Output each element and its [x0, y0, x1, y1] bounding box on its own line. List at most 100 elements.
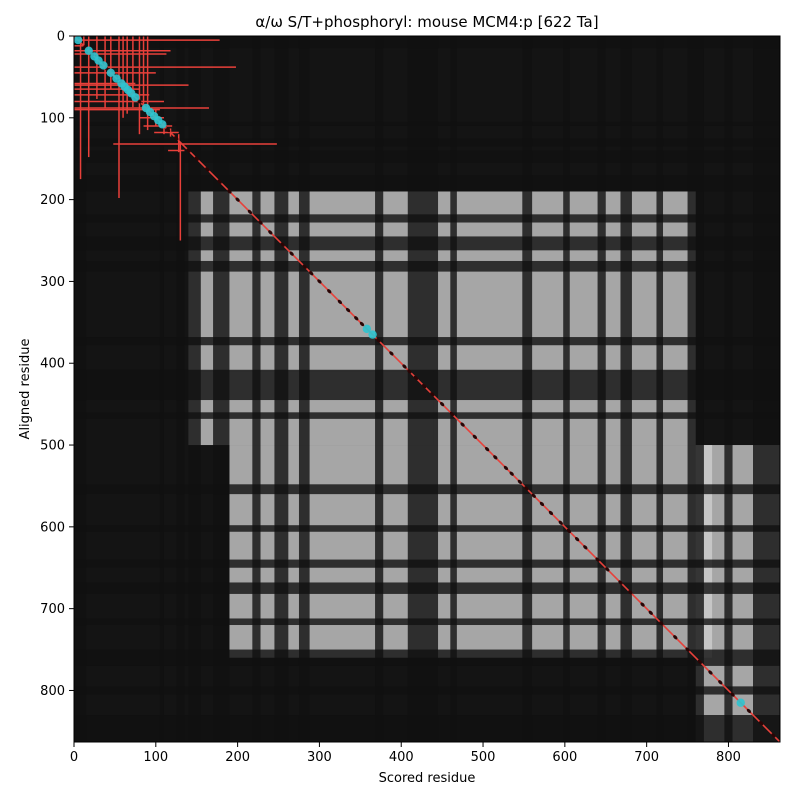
- diagonal-marker: [354, 316, 359, 321]
- dark-band-vertical: [687, 36, 704, 742]
- x-tick-label: 700: [634, 750, 659, 765]
- diagonal-marker: [430, 392, 435, 397]
- diagonal-marker: [531, 493, 536, 498]
- dark-band-vertical: [450, 36, 457, 742]
- x-tick-label: 500: [471, 750, 496, 765]
- diagonal-marker: [302, 264, 307, 269]
- x-axis-ticks: 0 100 200 300 400 500 600 700 800: [70, 742, 741, 765]
- diagonal-marker: [746, 708, 752, 714]
- x-tick-label: 300: [307, 750, 332, 765]
- diagonal-marker: [472, 434, 478, 440]
- diagonal-marker: [509, 471, 514, 476]
- diagonal-marker: [484, 446, 490, 452]
- diagonal-marker: [413, 375, 419, 381]
- dark-band-vertical: [563, 36, 570, 742]
- diagonal-marker: [718, 680, 723, 685]
- diagonal-marker: [205, 167, 210, 172]
- highlight-point: [368, 330, 377, 339]
- dark-band-horizontal: [74, 559, 780, 568]
- diagonal-marker: [345, 307, 351, 313]
- highlight-point: [158, 120, 167, 129]
- uncertainty-cross: [168, 142, 185, 241]
- diagonal-marker: [174, 136, 179, 141]
- y-tick-label: 100: [40, 111, 65, 126]
- diagonal-marker: [235, 197, 240, 202]
- highlight-point: [131, 93, 140, 102]
- plot-frame: [73, 35, 781, 743]
- diagonal-marker: [708, 670, 713, 675]
- x-tick-label: 200: [225, 750, 250, 765]
- diagonal-marker: [460, 422, 465, 427]
- diagonal-marker: [771, 733, 776, 738]
- diagonal-marker: [685, 647, 690, 652]
- chart-title: α/ω S/T+phosphoryl: mouse MCM4:p [622 Ta…: [255, 13, 598, 31]
- dark-band-horizontal: [74, 686, 780, 695]
- y-tick-label: 400: [40, 357, 65, 372]
- dark-band-vertical: [753, 36, 780, 742]
- uncertainty-cross: [74, 36, 209, 109]
- diagonal-marker: [493, 455, 498, 460]
- diagonal-marker: [759, 721, 764, 726]
- diagonal-marker: [402, 364, 407, 369]
- diagonal-marker: [227, 189, 232, 194]
- y-axis-ticks: 0 100 200 300 400 500 600 700 800: [40, 30, 74, 699]
- diagonal-marker: [697, 659, 702, 664]
- x-axis-label: Scored residue: [379, 771, 476, 786]
- y-tick-label: 700: [40, 602, 65, 617]
- dark-band-vertical: [620, 36, 632, 742]
- dark-band-vertical: [724, 36, 733, 742]
- diagonal-marker: [389, 351, 394, 356]
- diagonal-marker: [359, 321, 365, 327]
- highlight-point: [74, 36, 83, 45]
- diagonal-marker: [583, 545, 588, 550]
- diagonal-marker: [566, 528, 572, 534]
- diagonal-marker: [449, 411, 455, 417]
- highlight-point: [99, 61, 108, 70]
- diagonal-marker: [439, 401, 445, 407]
- highlight-point: [106, 68, 116, 78]
- diagonal-marker: [628, 590, 633, 595]
- diagonal-marker: [317, 279, 322, 284]
- diagonal-marker: [595, 557, 600, 562]
- diagonal-marker: [574, 536, 580, 542]
- dark-band-horizontal: [74, 582, 780, 594]
- dark-band-vertical: [522, 36, 533, 742]
- diagonal-marker: [268, 230, 273, 235]
- diagonal-marker: [539, 501, 545, 507]
- diagonal-marker: [217, 179, 222, 184]
- diagonal-marker: [289, 251, 294, 256]
- diagonal-marker: [280, 242, 285, 247]
- x-tick-label: 0: [70, 750, 78, 765]
- diagonal-marker: [558, 520, 563, 525]
- diagonal-marker: [186, 148, 191, 153]
- diagonal-marker: [659, 621, 664, 626]
- y-axis-label: Aligned residue: [18, 339, 33, 440]
- dark-band-vertical: [597, 36, 606, 742]
- dark-band-vertical: [656, 36, 664, 742]
- diagonal-marker: [673, 635, 678, 640]
- dark-bands: [74, 36, 780, 742]
- highlighted-points: [74, 36, 745, 707]
- y-tick-label: 600: [40, 520, 65, 535]
- diagonal-marker: [548, 510, 554, 516]
- uncertainty-cross: [113, 134, 277, 153]
- diagonal-marker: [247, 209, 253, 215]
- x-tick-label: 400: [389, 750, 414, 765]
- y-tick-label: 500: [40, 439, 65, 454]
- uncertainty-cross: [74, 36, 189, 118]
- dark-band-vertical: [407, 36, 439, 742]
- plot-area: [74, 36, 780, 742]
- diagonal-marker: [503, 465, 509, 471]
- diagonal-marker: [730, 692, 735, 697]
- diagonal-marker: [421, 383, 427, 389]
- diagonal-markers: [83, 45, 776, 738]
- y-tick-label: 300: [40, 275, 65, 290]
- highlight-point: [736, 698, 745, 707]
- diagonal-marker: [309, 271, 314, 276]
- dark-band-horizontal: [74, 525, 780, 532]
- diagonal-marker: [137, 99, 142, 104]
- dark-band-horizontal: [74, 715, 780, 742]
- diagonal-marker: [517, 479, 523, 485]
- uncertainty-cross: [74, 36, 85, 47]
